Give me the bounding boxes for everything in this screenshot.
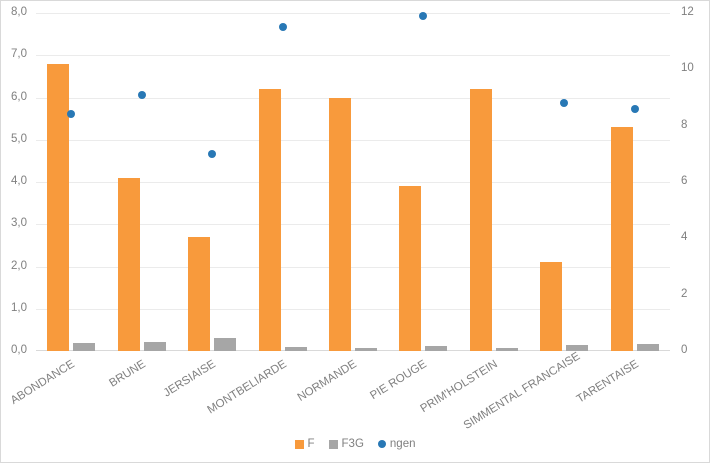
category-label: ABONDANCE: [8, 358, 78, 407]
gridline: [36, 139, 670, 141]
left-axis-tick: 0,0: [11, 344, 27, 356]
bar-f: [117, 177, 140, 351]
right-axis-tick: 0: [681, 344, 688, 356]
bar-f3g: [143, 341, 166, 351]
bar-f: [540, 262, 563, 351]
bar-f: [188, 236, 211, 351]
left-axis-tick: 8,0: [11, 6, 27, 18]
legend-circle-icon: [377, 440, 386, 448]
legend-label: ngen: [389, 438, 416, 450]
bar-f: [610, 127, 633, 351]
gridline: [36, 266, 670, 268]
scatter-point-ngen: [278, 23, 287, 32]
chart-legend: F F3G ngen: [1, 438, 709, 450]
bar-f3g: [214, 338, 237, 351]
scatter-point-ngen: [137, 90, 146, 99]
bar-f3g: [566, 345, 589, 351]
legend-label: F: [307, 438, 315, 450]
scatter-point-ngen: [419, 11, 428, 20]
legend-item[interactable]: F3G: [328, 438, 364, 450]
scatter-point-ngen: [67, 110, 76, 119]
left-axis-tick: 7,0: [11, 48, 27, 61]
gridline: [36, 13, 670, 14]
legend-square-icon: [328, 439, 338, 449]
legend-item[interactable]: F: [294, 438, 315, 450]
right-axis-tick: 8: [681, 118, 688, 131]
legend-item[interactable]: ngen: [377, 438, 416, 450]
left-axis-tick: 4,0: [11, 175, 27, 187]
right-axis-tick: 6: [681, 175, 688, 187]
bar-f: [47, 63, 70, 351]
bar-f3g: [425, 346, 448, 351]
right-axis-tick: 12: [681, 6, 694, 18]
bar-f: [469, 89, 492, 351]
plot-area: [36, 11, 670, 351]
bar-f: [329, 97, 351, 351]
gridline: [36, 182, 670, 183]
right-axis-tick: 2: [681, 287, 688, 300]
bar-f3g: [495, 347, 518, 351]
left-axis-tick: 1,0: [11, 301, 27, 314]
bar-f: [399, 186, 422, 351]
scatter-point-ngen: [560, 99, 569, 108]
gridline: [36, 97, 670, 99]
gridline: [36, 308, 670, 310]
left-axis-tick: 6,0: [11, 90, 27, 103]
legend-square-icon: [294, 439, 304, 449]
right-axis-tick: 10: [681, 62, 694, 75]
gridline: [36, 224, 670, 226]
bar-f3g: [636, 343, 659, 351]
scatter-point-ngen: [208, 149, 217, 158]
axis-baseline: [36, 350, 670, 351]
bar-f: [258, 89, 281, 351]
bar-f3g: [73, 342, 96, 351]
right-axis-tick: 4: [681, 231, 688, 244]
left-axis-tick: 5,0: [11, 132, 27, 145]
legend-label: F3G: [341, 438, 364, 450]
left-axis-tick: 3,0: [11, 217, 27, 230]
scatter-point-ngen: [630, 104, 639, 113]
gridline: [36, 55, 670, 57]
bar-f3g: [355, 347, 377, 351]
left-axis-tick: 2,0: [11, 259, 27, 272]
bar-f3g: [284, 347, 307, 351]
